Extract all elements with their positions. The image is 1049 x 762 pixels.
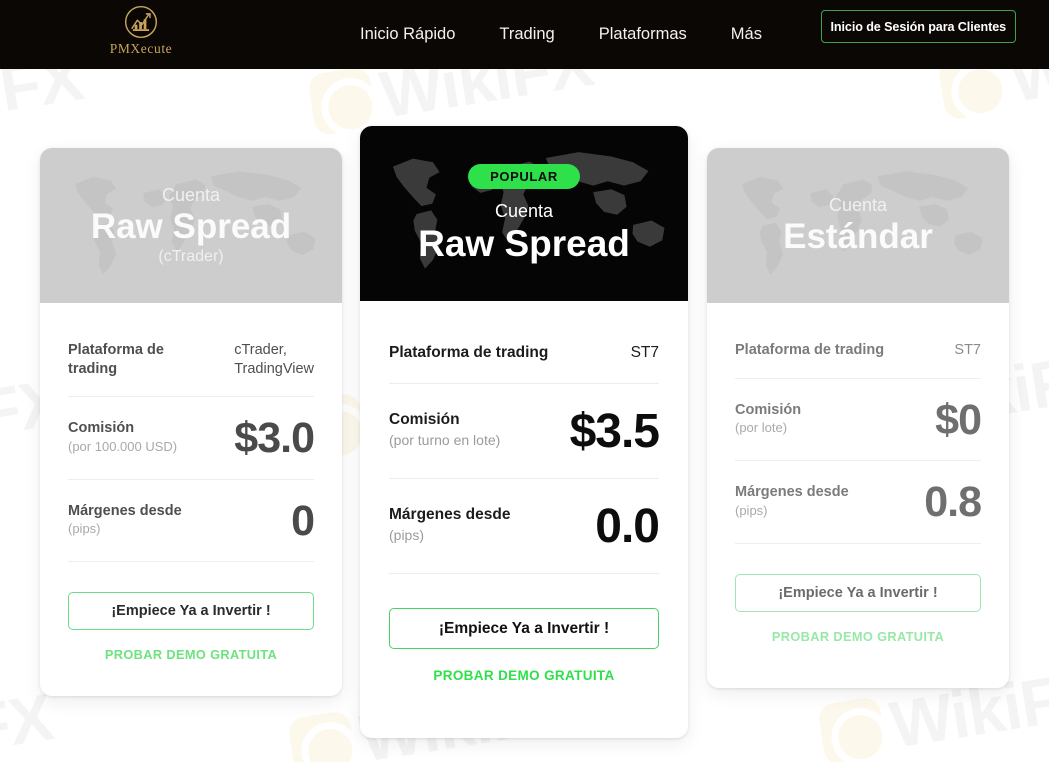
spec-value: 0.8 (924, 478, 982, 527)
spec-row-margenes: Márgenes desde (pips) 0.0 (389, 479, 660, 573)
logo[interactable]: PMXecute (103, 4, 179, 62)
spec-row-comision: Comisión (por 100.000 USD) $3.0 (68, 397, 315, 479)
divider (735, 460, 981, 462)
account-card-estandar[interactable]: Cuenta Estándar Plataforma de trading ST… (707, 148, 1009, 688)
card-head-label: Cuenta (494, 200, 554, 221)
card-head-sub: (cTrader) (158, 248, 224, 266)
divider (68, 561, 314, 563)
start-investing-button[interactable]: ¡Empiece Ya a Invertir ! (389, 608, 659, 650)
divider (735, 542, 981, 544)
logo-text: PMXecute (109, 41, 173, 56)
spec-label: Plataforma de trading (389, 344, 549, 361)
spec-row-comision: Comisión (por turno en lote) $3.5 (389, 384, 660, 478)
card-head-label: Cuenta (828, 195, 888, 216)
spec-label: Comisión (735, 401, 802, 418)
spec-row-plataforma: Plataforma de trading ST7 (735, 303, 981, 378)
card-header: Cuenta Raw Spread (cTrader) (40, 148, 342, 303)
spec-value: $3.5 (569, 404, 660, 458)
card-body: Plataforma de trading ST7 Comisión (por … (707, 303, 1009, 644)
divider (68, 478, 314, 480)
spec-value: ST7 (630, 344, 659, 361)
spec-label: Plataforma de (68, 342, 164, 358)
spec-sublabel: (pips) (735, 502, 768, 518)
divider (735, 377, 981, 379)
card-header: Cuenta Estándar (707, 148, 1009, 303)
spec-label: Plataforma de trading (735, 342, 885, 358)
client-login-button[interactable]: Inicio de Sesión para Clientes (820, 10, 1016, 43)
spec-value: $0 (935, 395, 982, 444)
cta-wrapper: ¡Empiece Ya a Invertir ! (68, 562, 314, 631)
site-header: PMXecute Inicio Rápido Trading Plataform… (0, 0, 1049, 69)
spec-label: Márgenes desde (389, 505, 511, 523)
spec-value: 0.0 (595, 499, 660, 553)
spec-sublabel: (pips) (68, 521, 101, 537)
spec-row-margenes: Márgenes desde (pips) 0 (68, 480, 315, 562)
account-card-raw-spread-st7[interactable]: POPULAR Cuenta Raw Spread Plataforma de … (360, 126, 688, 738)
world-map-icon (741, 170, 983, 274)
spec-sublabel: (por lote) (735, 420, 788, 436)
start-investing-button[interactable]: ¡Empiece Ya a Invertir ! (68, 592, 314, 631)
spec-row-margenes: Márgenes desde (pips) 0.8 (735, 461, 982, 543)
main-nav: Inicio Rápido Trading Plataformas Más (360, 0, 762, 69)
cta-wrapper: ¡Empiece Ya a Invertir ! (389, 574, 659, 650)
divider (389, 477, 659, 479)
spec-value: cTrader, TradingView (234, 342, 314, 377)
free-demo-link[interactable]: PROBAR DEMO GRATUITA (104, 647, 278, 663)
divider (389, 573, 659, 575)
spec-sublabel: (por turno en lote) (389, 431, 501, 448)
spec-label: Comisión (389, 410, 460, 428)
account-card-raw-spread-ctrader[interactable]: Cuenta Raw Spread (cTrader) Plataforma d… (40, 148, 342, 696)
card-header: POPULAR Cuenta Raw Spread (360, 126, 688, 301)
spec-label: Márgenes desde (68, 502, 182, 519)
spec-sublabel: (por 100.000 USD) (68, 438, 178, 454)
divider (389, 382, 659, 384)
chart-circle-logo-icon (124, 5, 158, 39)
nav-item-mas[interactable]: Más (730, 25, 762, 43)
card-head-title: Estándar (783, 217, 933, 257)
card-head-label: Cuenta (161, 184, 221, 205)
spec-label: Márgenes desde (735, 484, 849, 501)
spec-row-comision: Comisión (por lote) $0 (735, 379, 982, 461)
cta-wrapper: ¡Empiece Ya a Invertir ! (735, 544, 981, 612)
spec-label-line2: trading (68, 360, 118, 377)
popular-badge: POPULAR (468, 163, 580, 189)
start-investing-button[interactable]: ¡Empiece Ya a Invertir ! (735, 573, 981, 612)
nav-item-inicio-rapido[interactable]: Inicio Rápido (360, 25, 456, 43)
spec-value: ST7 (954, 342, 981, 358)
spec-row-plataforma: Plataforma de trading cTrader, TradingVi… (68, 303, 314, 396)
divider (68, 396, 314, 398)
world-map-icon (74, 170, 316, 274)
card-head-title: Raw Spread (418, 222, 630, 264)
spec-row-plataforma: Plataforma de trading ST7 (389, 301, 659, 383)
card-body: Plataforma de trading cTrader, TradingVi… (40, 303, 342, 662)
spec-value: 0 (291, 496, 315, 545)
free-demo-link[interactable]: PROBAR DEMO GRATUITA (433, 668, 615, 684)
spec-sublabel: (pips) (389, 526, 425, 543)
card-head-title: Raw Spread (90, 206, 292, 246)
spec-value: $3.0 (234, 414, 315, 463)
nav-item-plataformas[interactable]: Plataformas (598, 25, 687, 43)
nav-item-trading[interactable]: Trading (499, 25, 555, 43)
spec-label: Comisión (68, 420, 135, 437)
free-demo-link[interactable]: PROBAR DEMO GRATUITA (771, 628, 945, 644)
card-body: Plataforma de trading ST7 Comisión (por … (360, 301, 688, 683)
